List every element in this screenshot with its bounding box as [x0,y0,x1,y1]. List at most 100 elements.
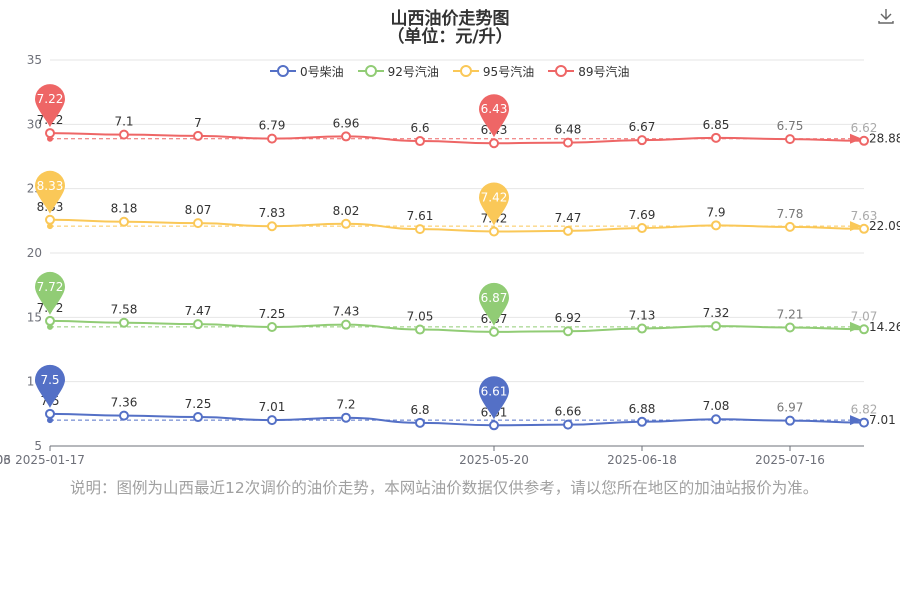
x-tick-label: 2025-06-18 [607,453,677,467]
y-tick-label: 20 [27,246,42,260]
data-label: 6.97 [777,401,804,415]
data-point [341,218,351,229]
data-label: 8.07 [185,203,212,217]
marker-pin: 6.87 [479,282,509,326]
data-point [267,321,277,332]
data-point [637,323,647,334]
data-point [119,410,129,421]
data-label: 6.66 [555,405,582,419]
marker-pin-shape [35,84,65,128]
legend-item[interactable]: 92号汽油 [357,62,439,80]
data-label: 6.88 [629,402,656,416]
data-point [193,218,203,229]
marker-pin-label: 8.33 [37,179,64,193]
marker-pin: 6.43 [479,94,509,138]
legend-item[interactable]: 95号汽油 [452,62,534,80]
marker-pin-label: 6.43 [481,102,508,116]
legend-symbol [548,65,575,77]
x-tick-label: 2025-04-03 [0,453,11,467]
legend-item[interactable]: 89号汽油 [548,62,629,80]
data-label: 7.25 [259,307,286,321]
legend-label: 89号汽油 [578,64,630,79]
data-label: 6.67 [629,120,656,134]
data-point [785,322,795,333]
data-label: 7.83 [259,206,286,220]
average-arrow [850,221,862,232]
marker-pin-shape [479,376,509,420]
data-point [489,226,499,237]
legend-label: 92号汽油 [387,64,439,79]
marker-pin: 7.22 [35,84,65,128]
data-label: 7.13 [629,309,656,323]
data-label: 6.6 [410,121,429,135]
marker-pin: 7.42 [479,182,509,226]
average-label: 14.26 [869,320,900,334]
data-label: 7.63 [851,209,878,223]
data-label: 6.82 [851,403,878,417]
data-point [563,137,573,148]
marker-pin-shape [35,271,65,315]
legend-label: 0号柴油 [300,64,344,79]
data-point [341,319,351,330]
marker-pin-label: 7.22 [37,92,64,106]
data-label: 8.02 [333,204,360,218]
data-label: 7.47 [555,211,582,225]
data-label: 6.8 [410,403,429,417]
data-label: 7.58 [111,303,138,317]
series-line [49,218,865,233]
data-label: 7.08 [703,399,730,413]
data-point [193,130,203,141]
average-arrow [850,321,862,332]
data-point [415,417,425,428]
average-start-dot [47,223,53,230]
average-label: 22.09 [869,219,900,233]
download-icon[interactable] [876,6,896,26]
data-point [859,223,869,234]
data-point [785,221,795,232]
y-tick-label: 30 [27,117,42,131]
data-point [415,224,425,235]
data-label: 7.61 [407,209,434,223]
data-point [711,220,721,231]
legend-symbol [452,65,479,77]
data-point [785,415,795,426]
x-tick-label: 2025-07-16 [755,453,825,467]
data-point [119,216,129,227]
data-point [711,321,721,332]
marker-pin: 8.33 [35,170,65,214]
data-point [859,135,869,146]
x-tick-label: 2025-05-20 [459,453,529,467]
data-point [785,134,795,145]
data-point [563,419,573,430]
data-label: 7.36 [111,396,138,410]
data-label: 7.32 [703,306,730,320]
marker-pin-shape [479,182,509,226]
marker-pin-shape [479,282,509,326]
data-label: 7.69 [629,208,656,222]
series-line [49,319,865,333]
marker-pin-label: 7.5 [40,373,59,387]
data-point [267,133,277,144]
chart-plot: 51015202530352025-01-172025-03-062025-04… [0,53,900,467]
data-point [193,319,203,330]
data-label: 8.18 [111,202,138,216]
data-point [341,412,351,423]
data-point [711,414,721,425]
marker-pin-shape [479,94,509,138]
marker-pin: 7.5 [35,364,65,408]
x-tick-label: 2025-01-17 [15,453,85,467]
legend: 0号柴油 92号汽油 95号汽油 89号汽油 [270,62,629,80]
data-point [637,135,647,146]
data-point [489,420,499,431]
legend-item[interactable]: 0号柴油 [270,62,344,80]
data-label: 6.96 [333,116,360,130]
data-point [563,225,573,236]
data-label: 6.79 [259,119,286,133]
marker-pin-shape [35,170,65,214]
chart-title: 山西油价走势图 [390,9,510,29]
data-label: 7.01 [259,400,286,414]
series-line [49,132,865,145]
average-label: 7.01 [869,413,896,427]
data-point [637,223,647,234]
